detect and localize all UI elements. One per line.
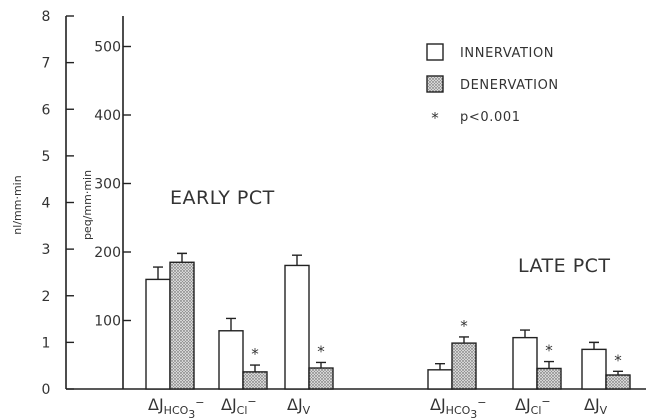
legend-swatch-innervation	[426, 43, 444, 61]
legend-label: DENERVATION	[460, 78, 559, 93]
category-labels: ΔJHCO3− ΔJCl− ΔJV ΔJHCO3− ΔJCl− ΔJV	[148, 395, 608, 419]
error-bar	[589, 341, 599, 350]
left-tick-label: 6	[42, 102, 51, 118]
denervation-bar	[169, 261, 195, 390]
legend: INNERVATION DENERVATION * p<0.001	[426, 43, 559, 127]
denervation-bar	[536, 367, 562, 390]
right-tick-label: 400	[94, 108, 121, 124]
left-tick-label: 8	[42, 9, 51, 25]
right-tick-label: 300	[94, 177, 121, 193]
category-label: ΔJCl−	[515, 395, 551, 417]
error-bar	[613, 370, 623, 376]
denervation-bar	[242, 371, 268, 390]
left-axis-label: nl/mm·min	[11, 175, 24, 234]
innervation-bar	[581, 348, 607, 390]
category-label: ΔJHCO3−	[430, 395, 487, 419]
left-tick-label: 5	[42, 149, 51, 165]
innervation-bar	[284, 264, 310, 390]
legend-significance-symbol: *	[431, 109, 439, 127]
error-bar	[520, 329, 530, 338]
legend-swatch-denervation	[426, 75, 444, 93]
category-label: ΔJCl−	[221, 395, 257, 417]
innervation-bar	[145, 278, 171, 390]
error-bar	[292, 254, 302, 266]
right-axis: 100 200 300 400 500 peq/mm·min	[81, 16, 131, 389]
error-bar	[435, 362, 445, 370]
error-bar	[177, 252, 187, 263]
error-bar	[316, 361, 326, 369]
denervation-bar	[451, 342, 477, 390]
significance-marker: *	[460, 317, 468, 335]
significance-marker: *	[545, 342, 553, 360]
legend-label: INNERVATION	[460, 46, 554, 61]
error-bar	[250, 364, 260, 372]
right-axis-label: peq/mm·min	[81, 170, 94, 240]
bar-groups: EARLY PCT * * LATE PCT * * *	[145, 187, 631, 390]
right-axis-ticks: 100 200 300 400 500	[94, 40, 131, 330]
error-bar	[153, 266, 163, 280]
left-tick-label: 1	[42, 335, 51, 351]
legend-significance-label: p<0.001	[460, 110, 521, 125]
left-tick-label: 2	[42, 289, 51, 305]
denervation-bar	[605, 374, 631, 390]
right-tick-label: 200	[94, 245, 121, 261]
left-tick-label: 3	[42, 242, 51, 258]
innervation-bar	[512, 336, 538, 390]
significance-marker: *	[614, 351, 622, 369]
error-bar	[226, 317, 236, 331]
right-tick-label: 100	[94, 314, 121, 330]
innervation-bar	[427, 369, 453, 390]
group-label: EARLY PCT	[170, 187, 275, 209]
category-label: ΔJV	[584, 395, 608, 417]
group-label: LATE PCT	[518, 255, 611, 277]
significance-marker: *	[317, 342, 325, 360]
right-tick-label: 500	[94, 40, 121, 56]
left-axis: 0 1 2 3 4 5 6 7 8 nl/mm·min	[11, 9, 74, 398]
left-tick-label: 4	[42, 196, 51, 212]
innervation-bar	[218, 330, 244, 390]
left-tick-label: 7	[42, 56, 51, 72]
error-bar	[544, 360, 554, 369]
left-tick-label: 0	[42, 382, 51, 398]
left-axis-ticks: 0 1 2 3 4 5 6 7 8	[42, 9, 74, 398]
category-label: ΔJV	[287, 395, 311, 417]
error-bar	[459, 336, 469, 344]
significance-marker: *	[251, 345, 259, 363]
denervation-bar	[308, 367, 334, 390]
category-label: ΔJHCO3−	[148, 395, 205, 419]
